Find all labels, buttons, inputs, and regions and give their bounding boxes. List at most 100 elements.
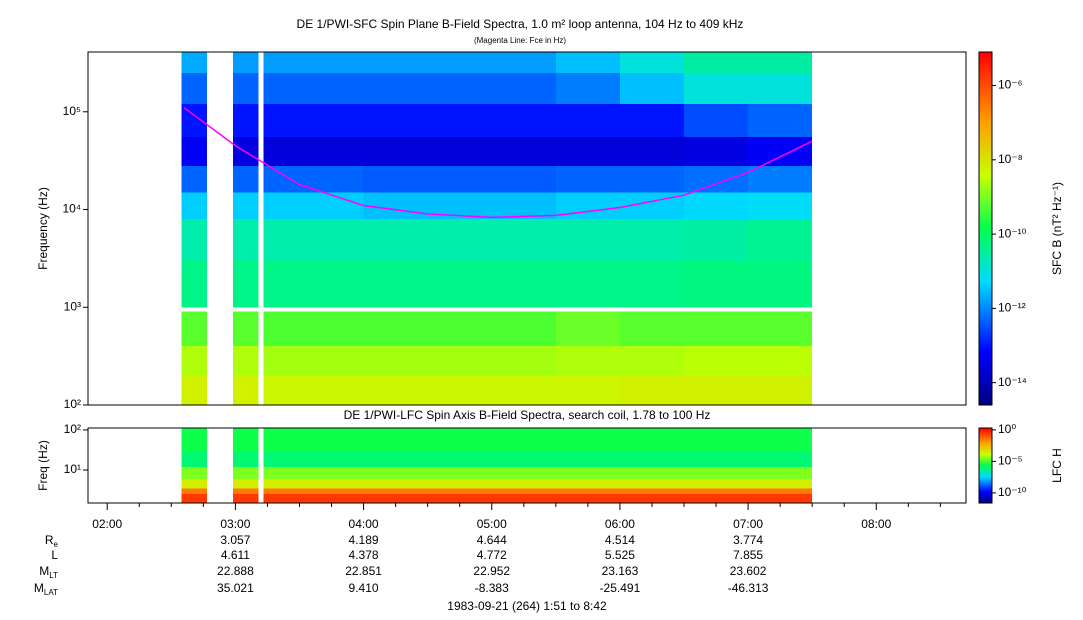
spectrogram-cell <box>363 488 428 495</box>
spectrogram-cell <box>619 104 685 138</box>
spectrogram-cell <box>181 478 208 489</box>
spectrogram-cell <box>263 428 300 451</box>
spectrogram-cell <box>299 466 364 479</box>
spectrogram-cell <box>748 450 813 467</box>
spectrogram-cell <box>181 137 208 166</box>
spectrogram-cell <box>181 52 208 73</box>
spectrogram-cell <box>263 346 300 376</box>
spectrogram-cell <box>427 104 492 138</box>
spectrogram-cell <box>491 218 556 261</box>
ephemeris-label-main: R <box>45 533 54 547</box>
spectrogram-cell <box>684 478 749 489</box>
spectrogram-cell <box>491 346 556 376</box>
spectrogram-cell <box>555 450 620 467</box>
x-tick-label: 05:00 <box>477 517 507 531</box>
spectrogram-cell <box>232 488 259 495</box>
spectrogram-cell <box>555 218 620 261</box>
ephemeris-value: 4.644 <box>477 533 507 547</box>
colorbar-label: SFC B (nT² Hz⁻¹) <box>1050 182 1064 275</box>
spectrogram-cell <box>299 52 364 73</box>
spectrogram-cell <box>748 375 813 405</box>
spectrogram-cell <box>427 488 492 495</box>
spectrogram-cell <box>555 165 620 193</box>
chart-title: DE 1/PWI-LFC Spin Axis B-Field Spectra, … <box>344 408 711 422</box>
spectrogram-cell <box>491 137 556 166</box>
spectrogram-cell <box>491 165 556 193</box>
footer: 1983-09-21 (264) 1:51 to 8:42 <box>447 599 607 613</box>
spectrogram-cell <box>748 104 813 138</box>
colorbar-tick-label: 10⁻⁵ <box>998 454 1023 468</box>
spectrogram-cell <box>299 192 364 219</box>
spectrogram-cell <box>619 466 685 479</box>
spectrogram-cell <box>232 450 259 467</box>
chart-subtitle: (Magenta Line: Fce in Hz) <box>474 36 566 45</box>
spectrogram-cell <box>619 165 685 193</box>
spectrogram-cell <box>427 494 492 503</box>
spectrogram-cell <box>263 450 300 467</box>
spectrogram-cell <box>491 52 556 73</box>
spectrogram-cell <box>181 494 208 503</box>
spectrogram-cell <box>491 450 556 467</box>
spectrogram-cell <box>232 165 259 193</box>
spectrogram-cell <box>263 260 300 308</box>
spectrogram-cell <box>748 428 813 451</box>
spectrogram-cell <box>684 494 749 503</box>
spectrogram-cell <box>748 137 813 166</box>
spectrogram-cell <box>684 260 749 308</box>
spectrogram-cell <box>427 137 492 166</box>
ephemeris-value: 4.514 <box>605 533 635 547</box>
spectrogram-cell <box>363 311 428 347</box>
spectrogram-cell <box>263 488 300 495</box>
spectrogram-cell <box>619 346 685 376</box>
spectrogram-cell <box>263 72 300 105</box>
spectrogram-cell <box>427 52 492 73</box>
spectrogram-cell <box>491 104 556 138</box>
spectrogram-cell <box>363 466 428 479</box>
spectrogram-cell <box>263 478 300 489</box>
spectrogram-cell <box>427 428 492 451</box>
spectrogram-cell <box>748 466 813 479</box>
ephemeris-value: 23.602 <box>730 564 767 578</box>
spectrogram-cell <box>555 494 620 503</box>
spectrogram-cell <box>684 192 749 219</box>
spectrogram-cell <box>684 52 749 73</box>
spectrogram-cell <box>363 218 428 261</box>
ephemeris-value: 4.611 <box>221 548 250 562</box>
spectrogram-cell <box>299 346 364 376</box>
ephemeris-value: 9.410 <box>349 581 379 595</box>
spectrogram-cell <box>491 494 556 503</box>
spectrogram-cell <box>363 137 428 166</box>
spectrogram-cell <box>299 375 364 405</box>
y-tick-label: 10³ <box>64 299 81 313</box>
spectrogram-cell <box>232 428 259 451</box>
spectrogram-cell <box>491 488 556 495</box>
spectrogram-cell <box>491 466 556 479</box>
ephemeris-label: MLAT <box>34 581 58 597</box>
y-tick-label: 10² <box>64 422 81 436</box>
spectrogram-cell <box>619 375 685 405</box>
colorbar-tick-label: 10⁰ <box>998 422 1016 436</box>
spectrogram-cell <box>363 428 428 451</box>
spectrogram-cell <box>619 218 685 261</box>
fce-line <box>183 107 813 219</box>
chart-title: DE 1/PWI-SFC Spin Plane B-Field Spectra,… <box>297 17 744 31</box>
spectrogram-cell <box>363 478 428 489</box>
spectrogram-cell <box>619 478 685 489</box>
spectrogram-cell <box>232 466 259 479</box>
spectrogram-cell <box>299 488 364 495</box>
spectrogram-cell <box>491 192 556 219</box>
y-axis-label: Frequency (Hz) <box>36 187 50 270</box>
spectrogram-cell <box>263 494 300 503</box>
spectrogram-cell <box>619 52 685 73</box>
spectrogram-cell <box>619 488 685 495</box>
spectrogram-cell <box>748 478 813 489</box>
spectrogram-cell <box>181 165 208 193</box>
spectrogram-cell <box>263 466 300 479</box>
spectrogram-cell <box>181 346 208 376</box>
spectrogram-cell <box>363 375 428 405</box>
spectrogram-cell <box>684 375 749 405</box>
ephemeris-value: 22.851 <box>345 564 382 578</box>
spectrogram-cell <box>619 494 685 503</box>
spectrogram-cell <box>299 137 364 166</box>
